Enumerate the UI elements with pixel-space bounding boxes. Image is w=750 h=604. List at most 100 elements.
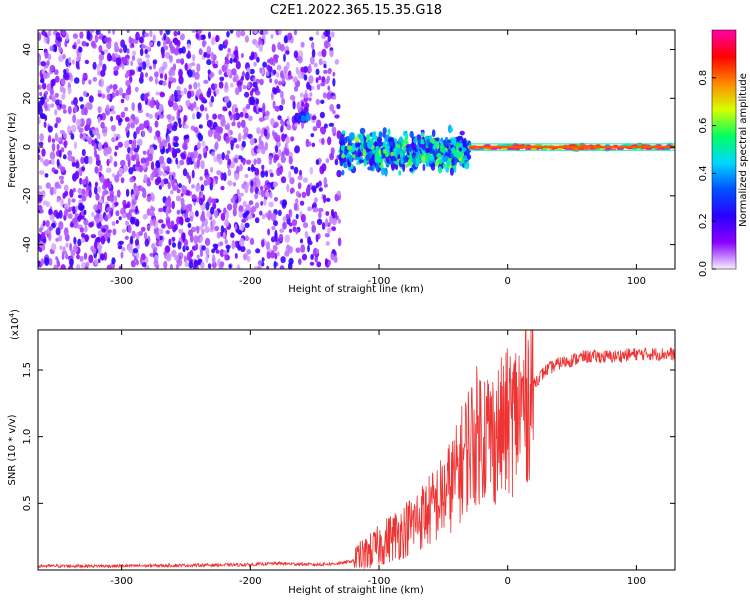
spectrogram-cell xyxy=(212,254,216,261)
spectrogram-cell xyxy=(210,206,215,215)
spectrogram-cell xyxy=(46,36,50,45)
spectrogram-cell xyxy=(286,120,291,125)
spectrogram-cell xyxy=(38,141,44,147)
spectrogram-cell xyxy=(121,212,127,219)
spectrogram-cell xyxy=(285,50,290,55)
spectrogram-cell xyxy=(195,243,199,251)
spectrogram-cell xyxy=(287,262,293,269)
spectrogram-cell xyxy=(280,119,284,125)
spectrogram-cell xyxy=(271,226,276,231)
spectrogram-cell xyxy=(218,81,224,89)
spectrogram-cell xyxy=(165,218,171,227)
spectrogram-cell xyxy=(297,56,303,64)
spectrogram-cell xyxy=(120,208,124,213)
spectrogram-cell xyxy=(256,127,261,135)
spectrogram-cell xyxy=(166,230,170,235)
spectrogram-cell xyxy=(316,119,322,129)
spectrogram-cell xyxy=(101,93,106,99)
spectrogram-cell xyxy=(135,160,141,168)
spectrogram-cell xyxy=(326,227,332,234)
spectrogram-cell xyxy=(273,197,279,202)
spectrogram-cell xyxy=(109,84,113,89)
spectrogram-cell xyxy=(169,264,173,269)
spectrogram-cell xyxy=(290,136,295,142)
spectrogram-cell xyxy=(80,156,85,165)
spectrogram-cell xyxy=(324,233,330,238)
spectrogram-cell xyxy=(308,97,312,102)
spectrogram-cell xyxy=(267,209,272,219)
spectrogram-cell xyxy=(234,173,240,181)
spectrogram-cell xyxy=(249,185,254,194)
spectrogram-cell xyxy=(248,200,254,206)
spectrogram-cell xyxy=(325,30,331,37)
spectrogram-cell xyxy=(307,240,313,246)
spectrogram-cell xyxy=(58,54,64,63)
spectrogram-cell xyxy=(304,98,308,103)
spectrogram-cell xyxy=(418,143,425,148)
spectrogram-cell xyxy=(197,134,204,142)
spectrogram-cell xyxy=(327,85,331,91)
spectrogram-cell xyxy=(115,114,121,121)
spectrogram-cell xyxy=(49,214,55,222)
spectrogram-cell xyxy=(39,208,44,214)
spectrogram-cell xyxy=(88,79,92,85)
spectrogram-cell xyxy=(73,77,80,84)
spectrogram-cell xyxy=(180,90,184,97)
spectrogram-cell xyxy=(323,69,328,74)
spectrogram-cell xyxy=(297,107,302,113)
spectrogram-cell xyxy=(63,69,67,74)
spectrogram-cell xyxy=(214,83,218,89)
spectrogram-cell xyxy=(39,133,44,142)
spectrogram-cell xyxy=(60,198,64,207)
snr-x-tick-label: 100 xyxy=(627,576,646,587)
spectrogram-cell xyxy=(95,30,101,35)
spectrogram-cell xyxy=(65,253,69,260)
spectrogram-cell xyxy=(154,112,159,119)
spectrogram-cell xyxy=(51,243,57,251)
spectrogram-cell xyxy=(173,30,178,37)
spectrogram-cell xyxy=(163,45,169,51)
spectrogram-cell xyxy=(48,225,53,231)
spectrogram-cell xyxy=(402,146,407,153)
snr-plot-area xyxy=(38,330,675,570)
colorbar-tick-label: 0.0 xyxy=(698,261,709,277)
spectrogram-cell xyxy=(256,157,262,165)
spectrogram-cell xyxy=(305,114,311,122)
spectrogram-cell xyxy=(83,209,87,215)
spectrogram-cell xyxy=(198,197,204,206)
spectrogram-cell xyxy=(78,46,83,53)
spectrogram-cell xyxy=(72,187,76,193)
spectrogram-cell xyxy=(198,93,204,101)
spectrogram-cell xyxy=(70,249,75,258)
spectrogram-cell xyxy=(334,59,339,65)
spectrogram-cell xyxy=(50,158,55,166)
spectrogram-cell xyxy=(464,161,470,170)
spectrogram-cell xyxy=(416,144,420,150)
spectrogram-cell xyxy=(246,160,251,165)
spectrogram-cell xyxy=(249,68,255,75)
spectrogram-cell xyxy=(375,145,380,152)
spectrogram-cell xyxy=(230,140,235,147)
spectrogram-cell xyxy=(95,237,101,243)
spectrogram-cell xyxy=(42,220,46,227)
spectrogram-cell xyxy=(241,53,244,58)
spectrogram-cell xyxy=(224,124,230,130)
spectrogram-cell xyxy=(240,245,246,253)
spectrogram-cell xyxy=(242,106,247,114)
spectrogram-cell xyxy=(206,45,212,55)
spectrogram-cell xyxy=(273,220,278,227)
spectrogram-cell xyxy=(154,246,158,253)
spectrogram-cell xyxy=(351,143,356,152)
spectrogram-cell xyxy=(390,151,395,157)
spectrogram-cell xyxy=(203,51,207,58)
spectrogram-cell xyxy=(79,255,84,262)
spectrogram-cell xyxy=(246,249,252,255)
spectrogram-cell xyxy=(93,143,97,152)
spectrogram-cell xyxy=(240,222,245,232)
spectrogram-cell xyxy=(336,190,341,196)
spectrogram-cell xyxy=(129,235,134,245)
snr-y-tick-label: 0.5 xyxy=(22,495,33,511)
spectrogram-cell xyxy=(212,243,219,248)
spectrogram-cell xyxy=(334,114,340,119)
